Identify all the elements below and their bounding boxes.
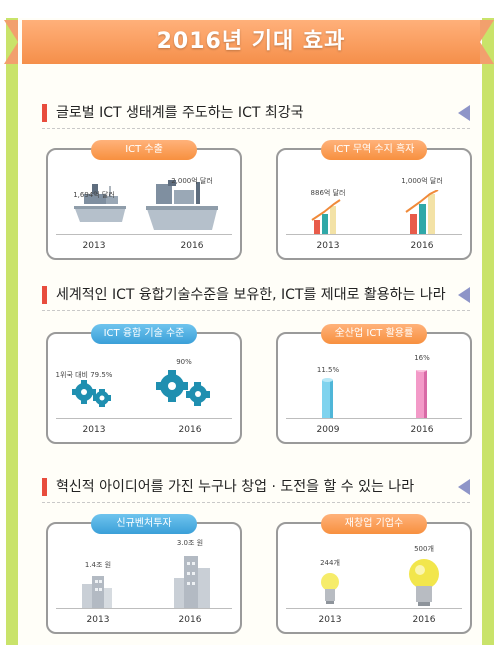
card-title: 신규벤처투자 [91,514,197,534]
year-label: 2016 [410,425,434,435]
gears-icon [72,370,210,407]
value-label-2013: 1.4조 원 [84,561,112,569]
year-label: 2016 [178,425,202,435]
ribbon-fold-right [480,20,494,64]
triangle-icon [458,105,470,121]
year-label: 2016 [178,615,202,625]
card-title: 全산업 ICT 활용률 [321,324,427,344]
section-divider [42,310,470,311]
section-heading-text: 세계적인 ICT 융합기술수준을 보유한, ICT를 제대로 활용하는 나라 [56,287,446,303]
bar-chart-icon [311,190,439,234]
baseline [56,418,232,419]
section-heading-text: 글로벌 ICT 생태계를 주도하는 ICT 최강국 [56,105,304,121]
baseline [56,234,232,235]
value-label-2013: 886억 달러 [310,189,346,197]
year-label: 2009 [316,425,340,435]
column-icon [322,370,427,418]
buildings-icon [82,556,210,608]
value-label-2016: 500개 [414,545,434,553]
value-label-2016: 2,000억 달러 [171,177,213,185]
year-label: 2013 [82,425,106,435]
value-label-2013: 1,694억 달러 [73,191,115,199]
heading-marker [42,478,47,496]
ribbon-fold-left [4,20,18,64]
section-heading-3: 혁신적 아이디어를 가진 누구나 창업 · 도전을 할 수 있는 나라 [42,476,470,498]
year-label: 2013 [316,241,340,251]
triangle-icon [458,287,470,303]
value-label-2016: 16% [414,354,430,362]
card-title: ICT 융합 기술 수준 [91,324,197,344]
year-label: 2013 [318,615,342,625]
heading-marker [42,286,47,304]
card-ict-trade-surplus: ICT 무역 수지 흑자 886억 달러 1,000억 달러 2013 2016 [276,140,472,260]
card-restart-companies: 재창업 기업수 244개 500개 2013 2016 [276,514,472,634]
year-label: 2016 [180,241,204,251]
card-title: 재창업 기업수 [321,514,427,534]
triangle-icon [458,479,470,495]
year-label: 2016 [410,241,434,251]
baseline [286,418,462,419]
year-label: 2016 [412,615,436,625]
cargo-ship-icon [74,180,218,230]
page-title: 2016년 기대 효과 [156,29,346,54]
section-heading-1: 글로벌 ICT 생태계를 주도하는 ICT 최강국 [42,102,470,124]
title-ribbon [22,20,480,64]
card-ict-convergence-level: ICT 융합 기술 수준 1위국 대비 79.5% 90% 2013 2016 [46,324,242,444]
year-label: 2013 [86,615,110,625]
baseline [286,608,462,609]
card-title: ICT 무역 수지 흑자 [321,140,427,160]
section-divider [42,502,470,503]
value-label-2009: 11.5% [316,366,340,374]
card-ict-export: ICT 수출 1,694억 달러 2,000억 달러 2013 2016 [46,140,242,260]
heading-marker [42,104,47,122]
value-label-2013: 244개 [320,559,340,567]
section-heading-text: 혁신적 아이디어를 가진 누구나 창업 · 도전을 할 수 있는 나라 [56,479,415,495]
card-title: ICT 수출 [91,140,197,160]
year-label: 2013 [82,241,106,251]
value-label-2016: 1,000억 달러 [401,177,443,185]
section-heading-2: 세계적인 ICT 융합기술수준을 보유한, ICT를 제대로 활용하는 나라 [42,284,470,306]
card-new-venture-investment: 신규벤처투자 1.4조 원 3.0조 원 2013 2016 [46,514,242,634]
value-label-2016: 90% [176,358,192,366]
baseline [286,234,462,235]
section-divider [42,128,470,129]
lightbulb-icon [321,559,439,606]
value-label-2013: 1위국 대비 79.5% [55,371,113,379]
baseline [56,608,232,609]
value-label-2016: 3.0조 원 [176,539,204,547]
card-industry-ict-usage: 全산업 ICT 활용률 11.5% 16% 2009 2016 [276,324,472,444]
